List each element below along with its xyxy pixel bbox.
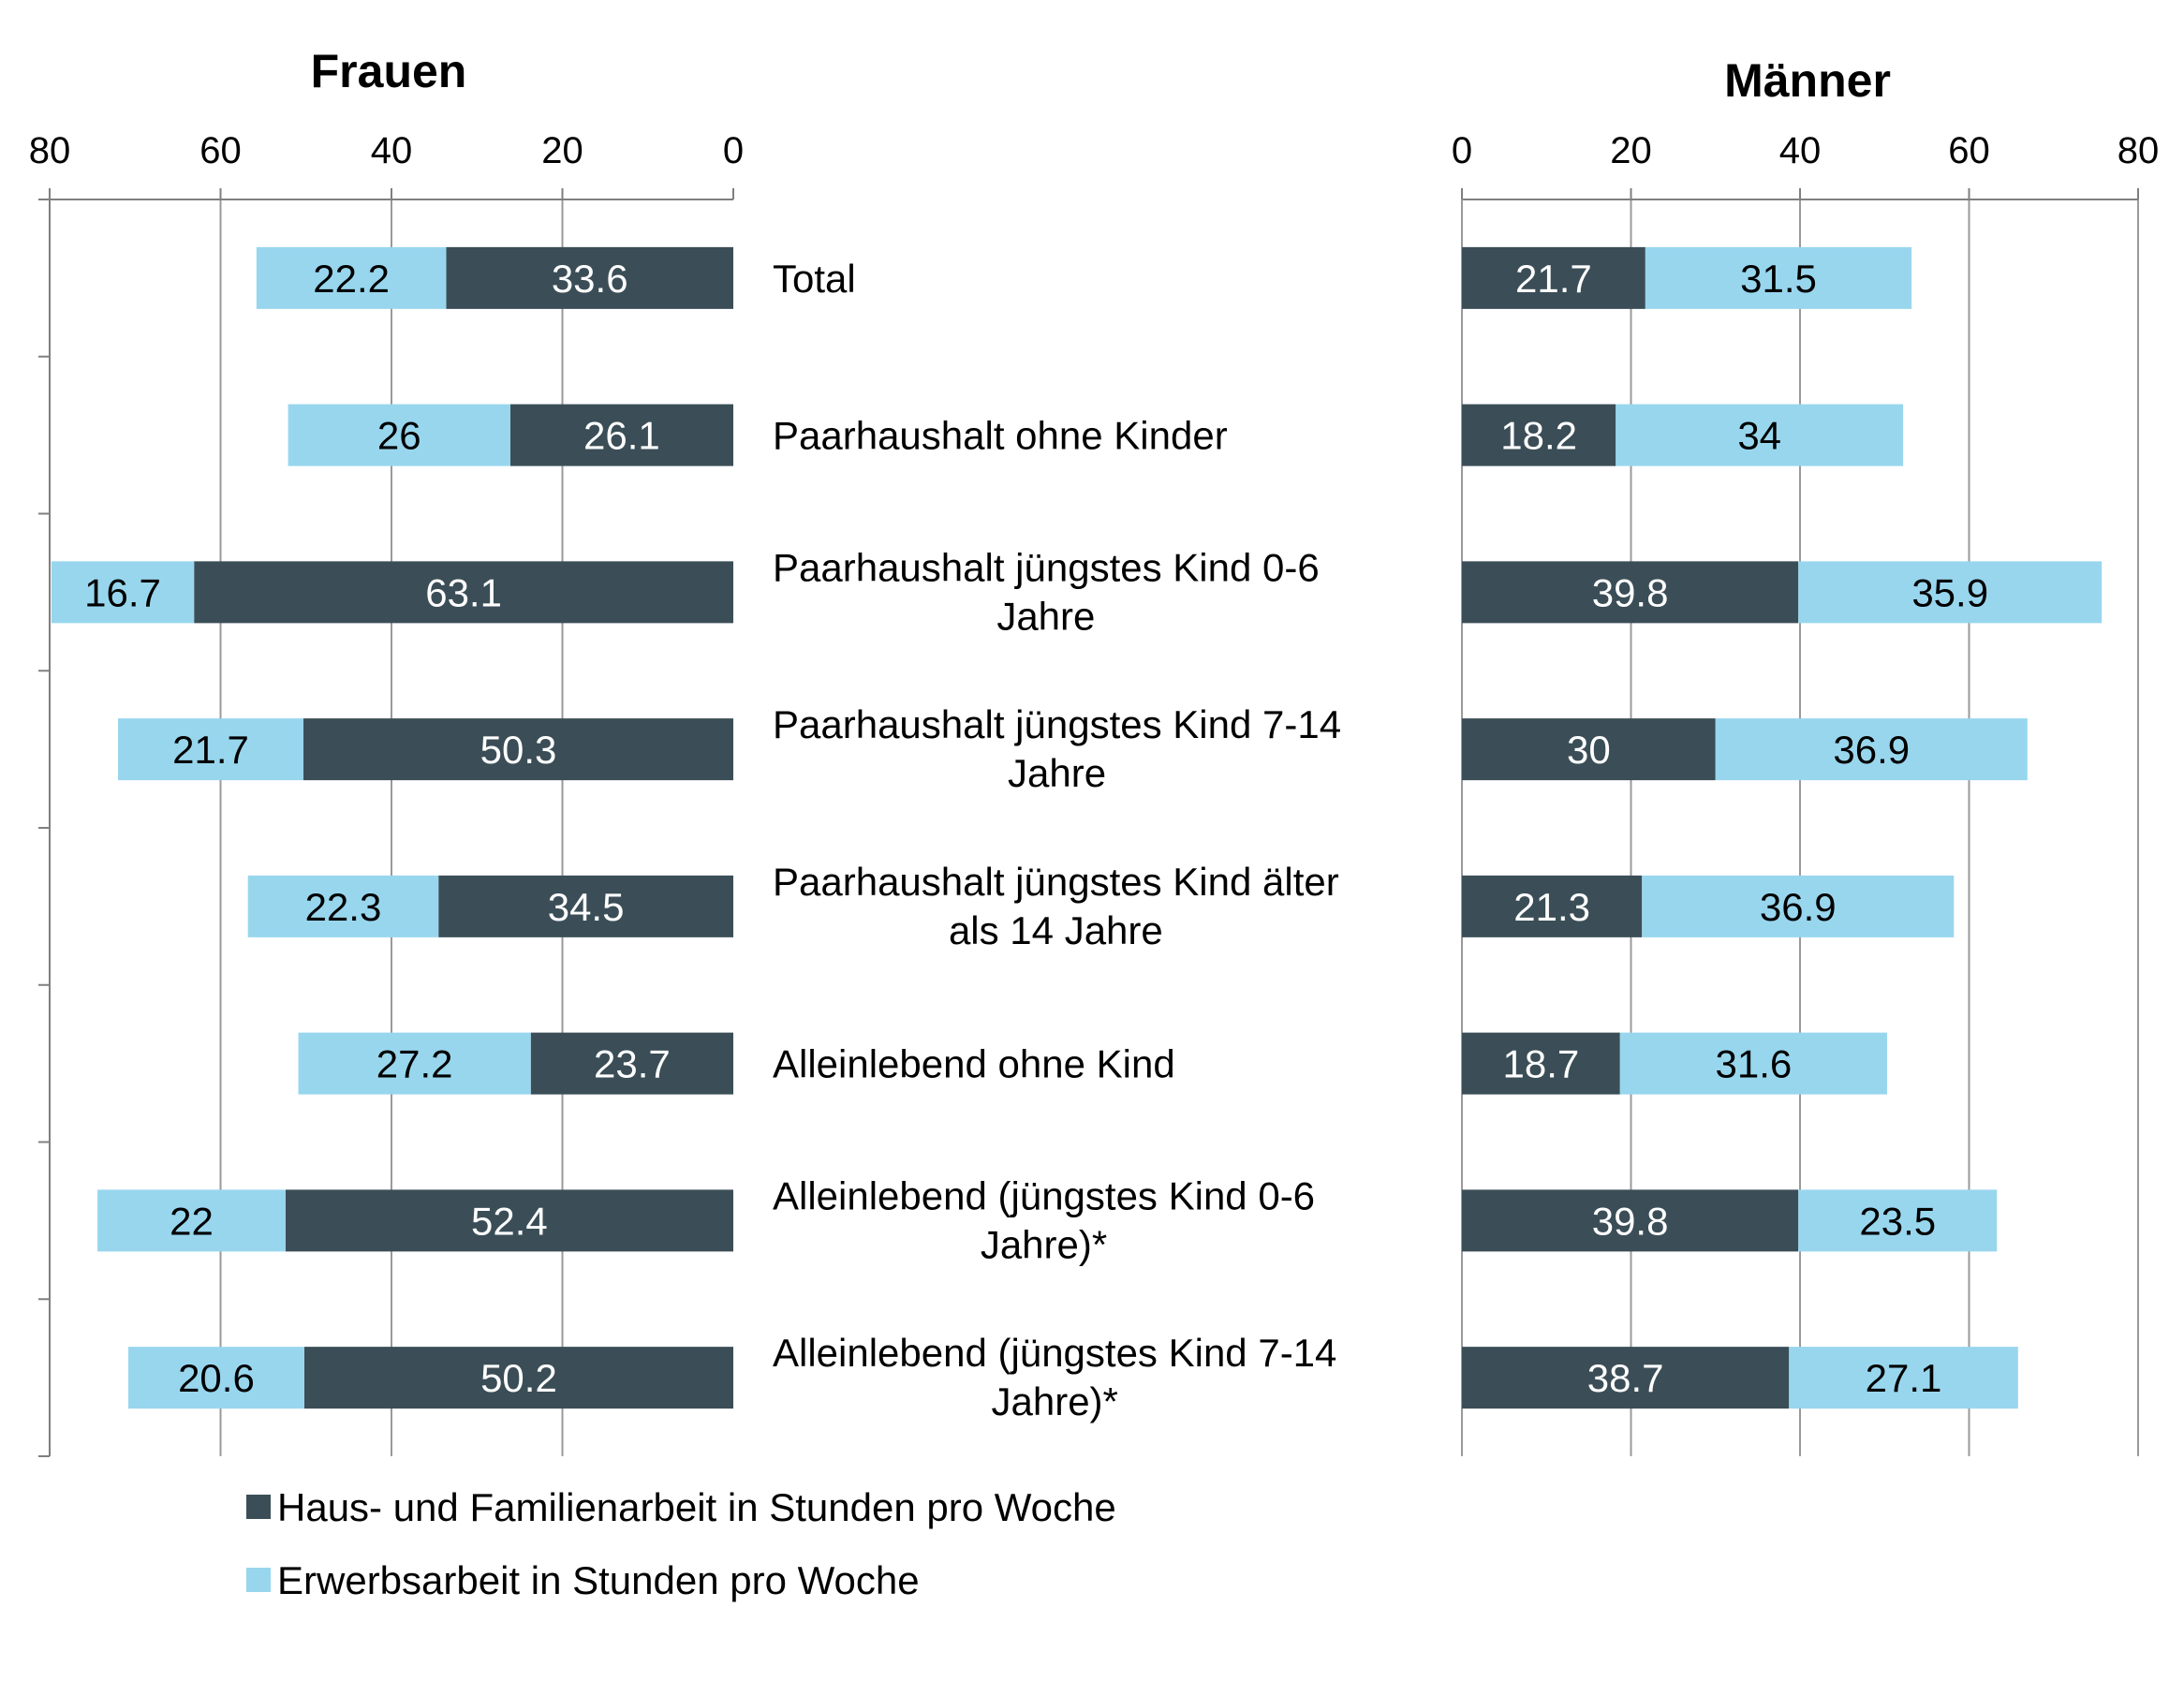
frauen-bar-haus: [285, 1189, 733, 1252]
frauen-data-label-erwerb: 22: [170, 1199, 214, 1243]
category-label: Alleinlebend (jüngstes Kind 7-14: [773, 1331, 1336, 1375]
frauen-tick-label: 20: [541, 130, 583, 171]
frauen-data-label-erwerb: 22.2: [313, 257, 390, 301]
frauen-data-label-haus: 50.3: [480, 728, 557, 772]
category-labels: Total Paarhaushalt ohne Kinder Paarhaushal…: [773, 257, 1341, 1423]
maenner-bar-erwerb: [1715, 718, 2028, 781]
frauen-panel: Frauen 0 20 40 60 80 33.6 22.2 26.1 26 63.1 16.7 50.…: [29, 45, 744, 1457]
maenner-bar-haus: [1462, 404, 1616, 466]
maenner-bar-haus: [1462, 1347, 1790, 1409]
frauen-data-label-erwerb: 22.3: [305, 885, 382, 929]
frauen-bar-erwerb: [288, 404, 510, 466]
frauen-bar-haus: [303, 718, 733, 781]
frauen-data-label-haus: 52.4: [471, 1199, 548, 1243]
legend-swatch-erwerb: [246, 1568, 271, 1592]
maenner-title: Männer: [1724, 54, 1891, 107]
frauen-bar-haus: [446, 246, 733, 309]
category-label-line2: Jahre: [996, 594, 1095, 638]
frauen-bar-haus: [438, 875, 733, 937]
frauen-bar-erwerb: [118, 718, 304, 781]
frauen-data-label-erwerb: 21.7: [172, 728, 249, 772]
frauen-bar-erwerb: [247, 875, 439, 937]
maenner-data-label-erwerb: 31.5: [1740, 257, 1817, 301]
maenner-panel: Männer 0 20 40 60 80 21.7 31.5 18.2 34 39.8 35.9 30 3…: [1452, 54, 2159, 1456]
frauen-bar-haus: [194, 561, 733, 624]
frauen-data-label-erwerb: 20.6: [178, 1356, 255, 1400]
maenner-data-label-haus: 18.7: [1503, 1042, 1580, 1086]
maenner-data-label-erwerb: 27.1: [1866, 1356, 1942, 1400]
frauen-bar-haus: [530, 1032, 733, 1095]
maenner-data-label-haus: 38.7: [1587, 1356, 1664, 1400]
maenner-data-label-erwerb: 34: [1737, 414, 1781, 458]
frauen-data-label-haus: 33.6: [552, 257, 628, 301]
legend-label-haus: Haus- und Familienarbeit in Stunden pro …: [277, 1485, 1116, 1529]
maenner-tick-label: 40: [1779, 130, 1822, 171]
maenner-bar-haus: [1462, 246, 1645, 309]
maenner-data-label-erwerb: 36.9: [1833, 728, 1910, 772]
category-label: Paarhaushalt ohne Kinder: [773, 414, 1228, 458]
category-label: Paarhaushalt jüngstes Kind älter: [773, 860, 1339, 904]
frauen-data-label-erwerb: 16.7: [84, 570, 161, 614]
maenner-data-label-erwerb: 31.6: [1715, 1042, 1792, 1086]
maenner-data-label-erwerb: 36.9: [1760, 885, 1837, 929]
legend-swatch-haus: [246, 1495, 271, 1519]
maenner-bar-erwerb: [1642, 875, 1955, 937]
frauen-data-label-haus: 23.7: [594, 1042, 671, 1086]
maenner-bar-haus: [1462, 1189, 1799, 1252]
frauen-bar-erwerb: [51, 561, 195, 624]
legend: Haus- und Familienarbeit in Stunden pro …: [246, 1485, 1116, 1602]
frauen-bar-haus: [303, 1347, 733, 1409]
category-label-line2: als 14 Jahre: [949, 908, 1163, 952]
legend-label-erwerb: Erwerbsarbeit in Stunden pro Woche: [277, 1558, 920, 1602]
frauen-data-label-erwerb: 26: [377, 414, 421, 458]
maenner-data-label-erwerb: 23.5: [1859, 1199, 1936, 1243]
frauen-data-label-haus: 34.5: [548, 885, 625, 929]
maenner-tick-label: 60: [1948, 130, 1990, 171]
maenner-bar-erwerb: [1798, 1189, 1998, 1252]
maenner-data-label-haus: 30: [1567, 728, 1611, 772]
frauen-bar-erwerb: [298, 1032, 531, 1095]
frauen-tick-label: 40: [371, 130, 413, 171]
maenner-data-label-haus: 39.8: [1592, 570, 1669, 614]
frauen-data-label-haus: 63.1: [425, 570, 502, 614]
frauen-tick-label: 60: [199, 130, 242, 171]
category-label-line2: Jahre)*: [992, 1379, 1118, 1423]
category-label: Paarhaushalt jüngstes Kind 0-6: [773, 545, 1320, 589]
frauen-title: Frauen: [311, 45, 467, 97]
frauen-bar-haus: [509, 404, 733, 466]
maenner-tick-label: 20: [1610, 130, 1652, 171]
frauen-data-label-haus: 26.1: [583, 414, 660, 458]
maenner-data-label-erwerb: 35.9: [1911, 570, 1988, 614]
frauen-bar-erwerb: [256, 246, 447, 309]
frauen-bar-erwerb: [97, 1189, 286, 1252]
maenner-bar-haus: [1462, 718, 1716, 781]
maenner-bar-erwerb: [1789, 1347, 2018, 1409]
frauen-data-label-haus: 50.2: [480, 1356, 557, 1400]
category-label: Alleinlebend ohne Kind: [773, 1042, 1175, 1086]
maenner-data-label-haus: 21.7: [1515, 257, 1592, 301]
maenner-bar-erwerb: [1616, 404, 1904, 466]
category-label-line2: Jahre: [1008, 751, 1106, 795]
frauen-tick-label: 0: [723, 130, 744, 171]
maenner-data-label-haus: 39.8: [1592, 1199, 1669, 1243]
category-label: Alleinlebend (jüngstes Kind 0-6: [773, 1173, 1315, 1217]
maenner-bar-erwerb: [1798, 561, 2103, 624]
frauen-data-label-erwerb: 27.2: [376, 1042, 453, 1086]
maenner-bar-erwerb: [1619, 1032, 1887, 1095]
maenner-bar-haus: [1462, 561, 1799, 624]
maenner-bar-haus: [1462, 875, 1643, 937]
maenner-data-label-haus: 21.3: [1513, 885, 1590, 929]
frauen-bar-erwerb: [127, 1347, 304, 1409]
maenner-bar-erwerb: [1645, 246, 1912, 309]
category-label: Total: [773, 257, 856, 301]
maenner-tick-label: 0: [1452, 130, 1472, 171]
maenner-data-label-haus: 18.2: [1500, 414, 1577, 458]
frauen-tick-label: 80: [29, 130, 71, 171]
category-label: Paarhaushalt jüngstes Kind 7-14: [773, 702, 1341, 746]
maenner-tick-label: 80: [2118, 130, 2160, 171]
category-label-line2: Jahre)*: [981, 1222, 1107, 1266]
maenner-bar-haus: [1462, 1032, 1620, 1095]
